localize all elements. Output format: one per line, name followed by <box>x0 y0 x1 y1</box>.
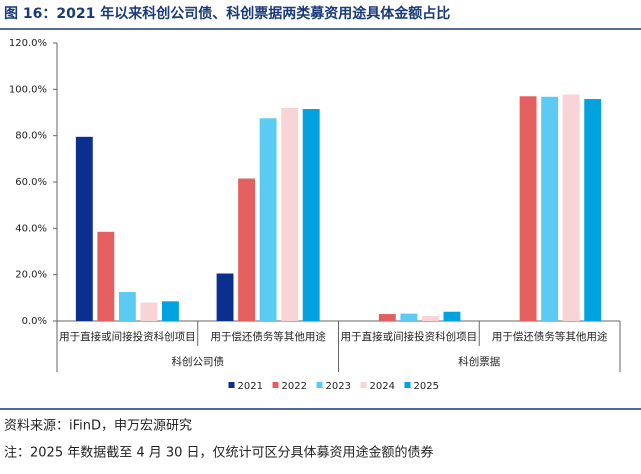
group-label: 科创票据 <box>458 355 500 368</box>
legend-label: 2024 <box>370 381 395 392</box>
chart-title: 图 16：2021 年以来科创公司债、科创票据两类募资用途具体金额占比 <box>4 5 450 22</box>
source: 资料来源：iFinD，申万宏源研究 <box>4 419 192 434</box>
legend-label: 2023 <box>326 381 351 392</box>
x-tick-label: 用于直接或间接投资科创项目 <box>59 330 196 343</box>
bar <box>443 311 461 321</box>
bar <box>140 302 158 321</box>
group-label: 科创公司债 <box>172 355 225 368</box>
legend-swatch <box>228 382 235 388</box>
x-tick-label: 用于直接或间接投资科创项目 <box>341 330 478 343</box>
bar <box>519 96 537 322</box>
y-tick-label: 40.0% <box>15 223 47 234</box>
bar <box>75 136 93 321</box>
bar <box>400 313 418 321</box>
bar <box>216 273 234 321</box>
y-tick-label: 20.0% <box>15 270 47 281</box>
y-tick-label: 0.0% <box>22 316 47 327</box>
legend-label: 2021 <box>238 381 263 392</box>
legend-swatch <box>316 382 323 388</box>
bar <box>541 96 559 321</box>
bar <box>97 231 115 321</box>
bar <box>281 107 299 321</box>
legend-label: 2022 <box>282 381 307 392</box>
bar <box>584 99 602 322</box>
bar <box>378 314 396 321</box>
x-tick-label: 用于偿还债务等其他用途 <box>210 330 326 343</box>
bar <box>421 315 439 321</box>
legend-label: 2025 <box>414 381 439 392</box>
x-tick-label: 用于偿还债务等其他用途 <box>492 330 608 343</box>
bar <box>259 118 277 322</box>
y-tick-label: 100.0% <box>9 84 47 95</box>
bar <box>238 178 256 321</box>
bar <box>118 292 136 321</box>
legend-swatch <box>272 382 279 388</box>
legend-swatch <box>360 382 367 388</box>
y-tick-label: 80.0% <box>15 131 47 142</box>
note: 注：2025 年数据截至 4 月 30 日，仅统计可区分具体募资用途金额的债券 <box>4 445 434 461</box>
bar <box>302 109 320 322</box>
y-tick-label: 120.0% <box>9 38 47 49</box>
legend-swatch <box>404 382 411 388</box>
y-tick-label: 60.0% <box>15 177 47 188</box>
bar <box>562 94 580 322</box>
bar <box>161 301 179 321</box>
